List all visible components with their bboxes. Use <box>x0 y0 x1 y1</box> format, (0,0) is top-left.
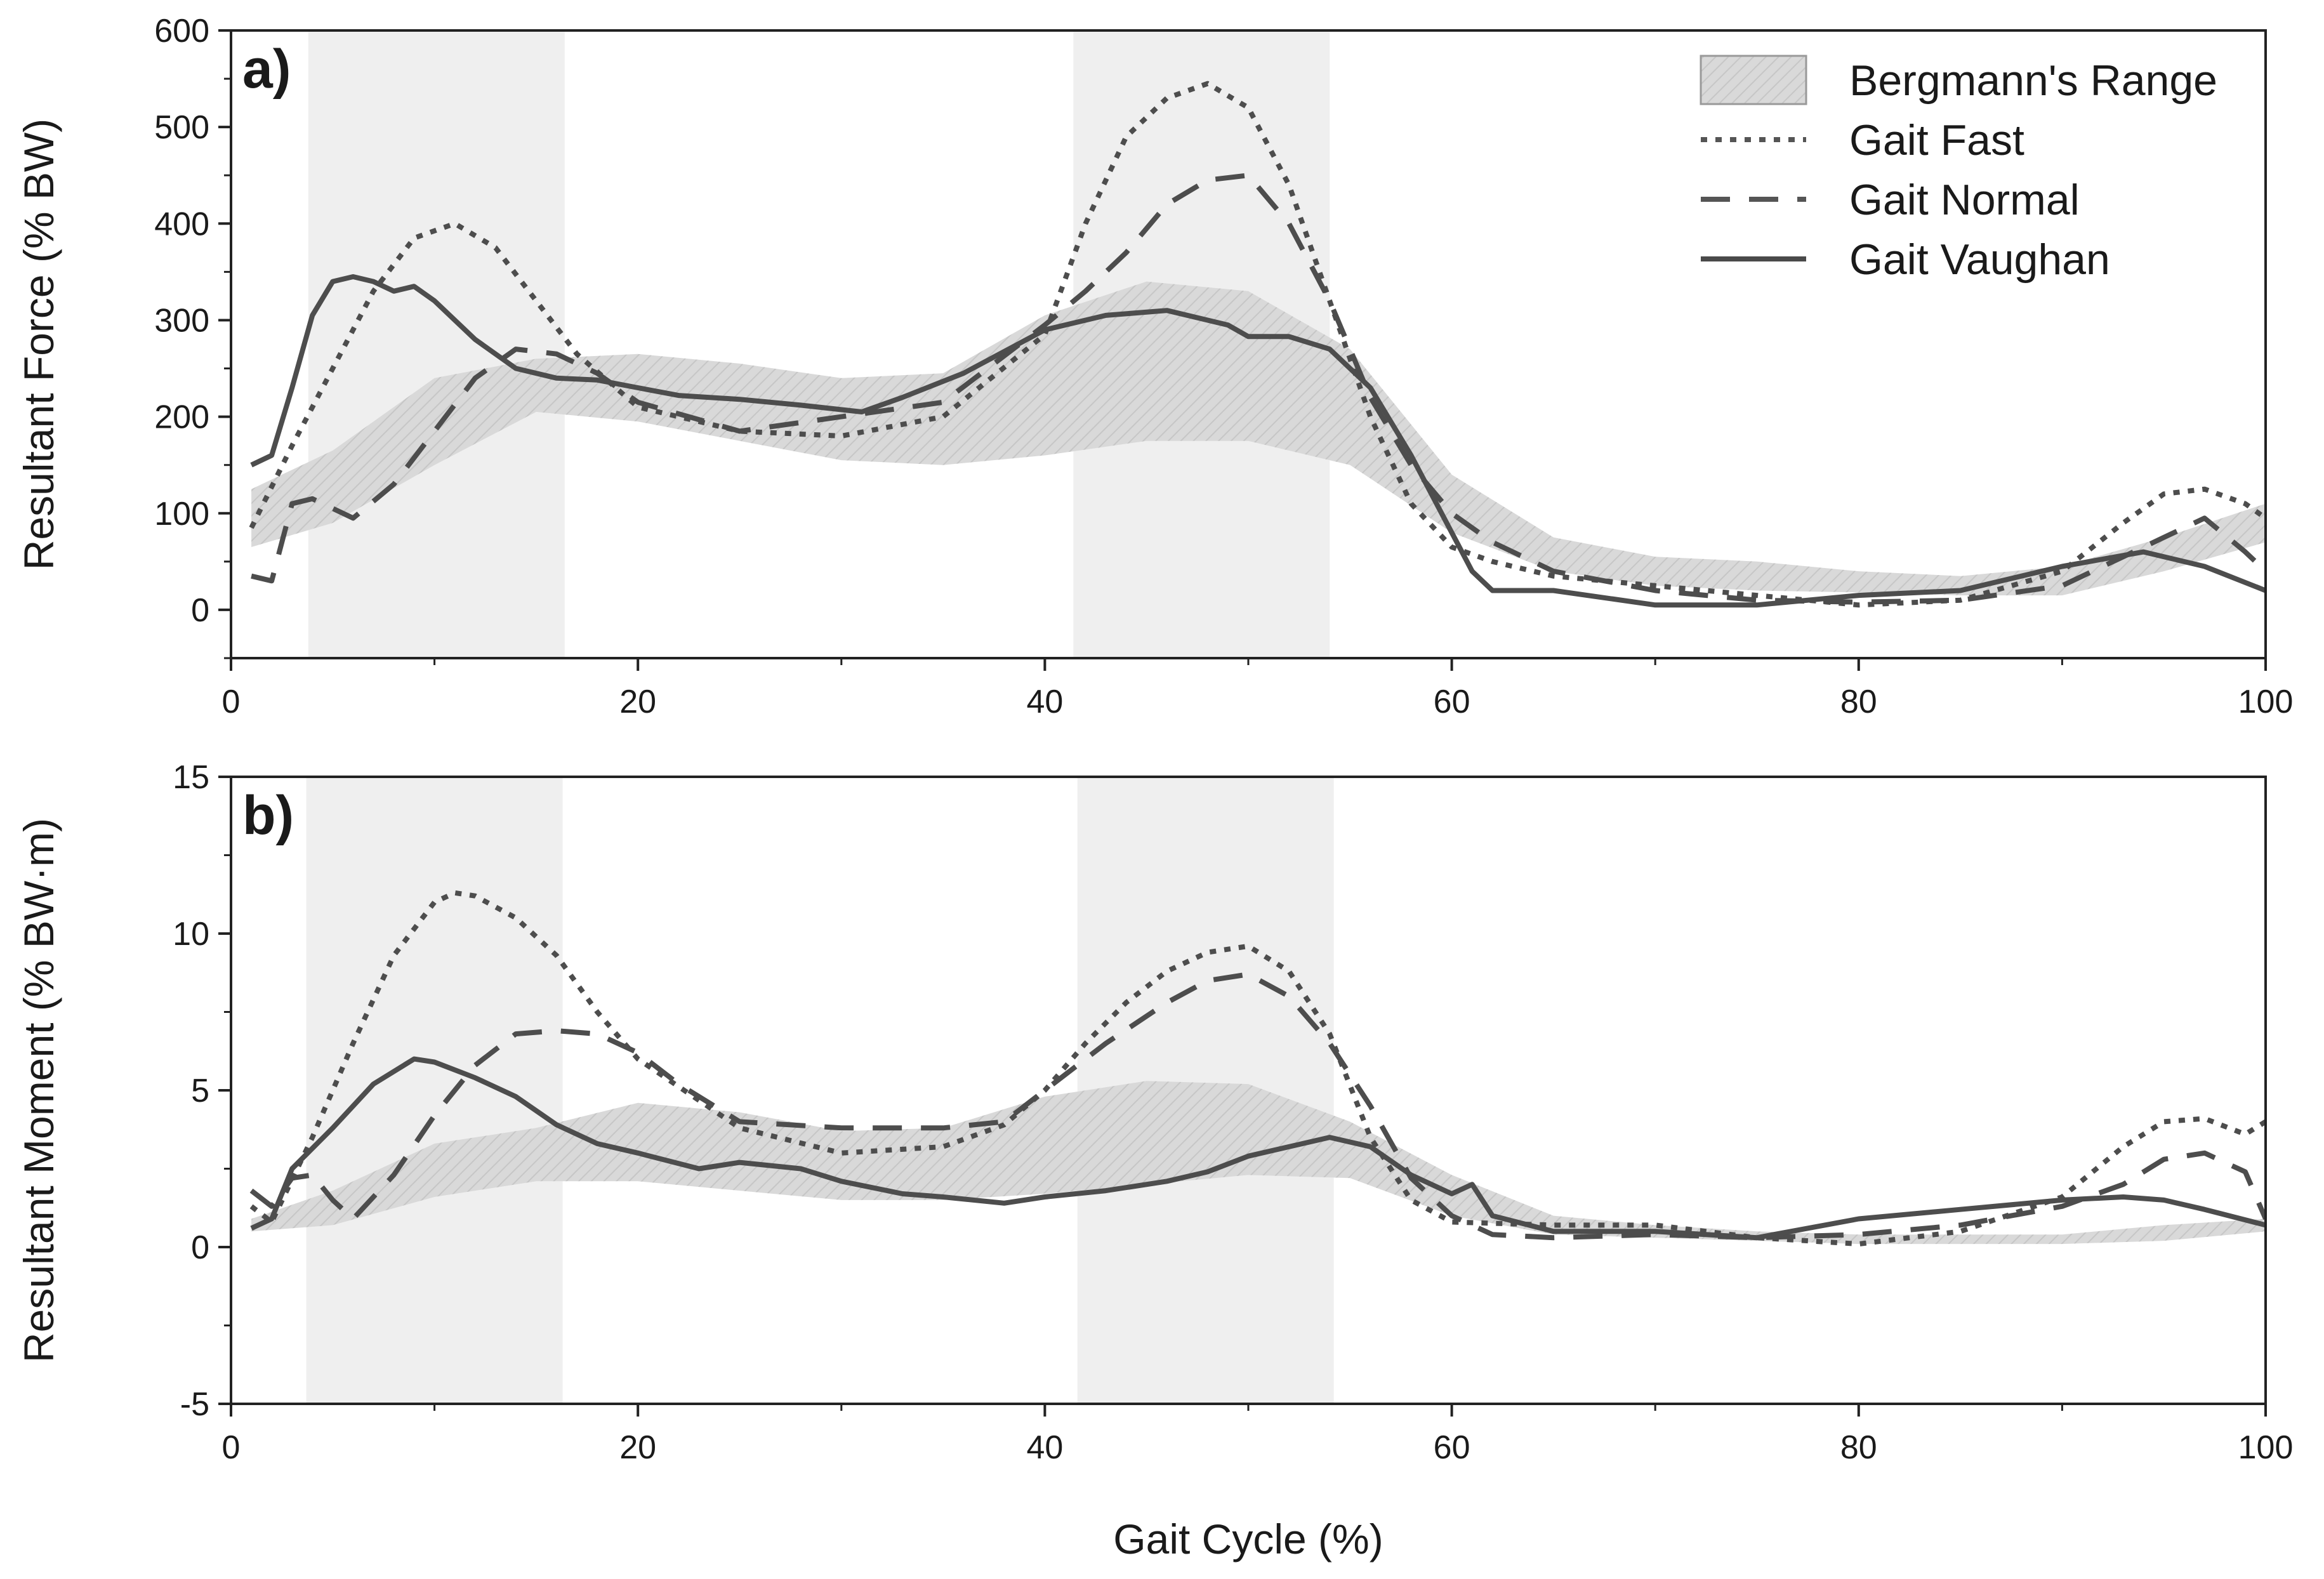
x-tick-label: 60 <box>1434 1429 1470 1466</box>
y-ticks: 0 100 200 300 400 500 600 <box>154 13 231 659</box>
legend: Bergmann's Range Gait Fast Gait Normal Gait… <box>1700 55 2217 284</box>
y-tick-label: 300 <box>154 302 209 339</box>
series-line-gait-normal <box>249 972 2266 1241</box>
y-tick-label: 0 <box>191 1229 209 1266</box>
panel-moment: 0 20 40 60 80 100 -5 0 5 10 15 b) Resultant Momen… <box>15 759 2293 1466</box>
legend-label-gait-vaughan: Gait Vaughan <box>1849 235 2110 284</box>
bergmann-range-area <box>251 281 2266 596</box>
y-tick-label: 10 <box>173 916 209 953</box>
legend-label-gait-fast: Gait Fast <box>1849 116 2024 164</box>
y-tick-label: 15 <box>173 759 209 796</box>
x-tick-label: 80 <box>1840 684 1877 720</box>
series-line-gait-vaughan <box>250 1056 2266 1241</box>
series-lines <box>249 890 2266 1247</box>
x-tick-label: 60 <box>1434 684 1470 720</box>
bergmann-range-band <box>251 281 2266 596</box>
y-tick-label: 0 <box>191 592 209 629</box>
panel-label-b: b) <box>242 785 294 846</box>
x-tick-label: 20 <box>619 684 656 720</box>
x-tick-label: 0 <box>222 1429 241 1466</box>
highlight-span-1 <box>308 30 565 658</box>
series-line-gait-normal <box>251 173 2266 605</box>
y-tick-label: -5 <box>180 1386 209 1423</box>
y-axis-title-moment: Resultant Moment (% BW·m) <box>15 818 62 1363</box>
highlight-span-1 <box>306 777 563 1404</box>
y-tick-label: 200 <box>154 399 209 436</box>
legend-swatch-band <box>1700 55 1807 105</box>
legend-label-gait-normal: Gait Normal <box>1849 176 2080 224</box>
x-axis-title: Gait Cycle (%) <box>1113 1516 1383 1562</box>
x-tick-label: 100 <box>2238 1429 2294 1466</box>
y-tick-label: 100 <box>154 496 209 532</box>
x-ticks: 0 20 40 60 80 100 <box>222 658 2294 720</box>
x-tick-label: 40 <box>1026 684 1063 720</box>
series-line-gait-fast <box>249 81 2266 608</box>
x-tick-label: 0 <box>222 684 241 720</box>
x-ticks: 0 20 40 60 80 100 <box>222 1404 2294 1466</box>
panel-force: 0 20 40 60 80 100 0 100 200 300 400 500 600 a) Resu… <box>15 13 2293 720</box>
series-lines <box>249 81 2266 608</box>
panel-label-a: a) <box>242 39 291 100</box>
y-tick-label: 500 <box>154 109 209 146</box>
y-tick-label: 5 <box>191 1073 209 1109</box>
x-tick-label: 100 <box>2238 684 2294 720</box>
legend-label-bergmann-s-range: Bergmann's Range <box>1849 56 2217 105</box>
series-line-gait-fast <box>249 890 2266 1247</box>
y-tick-label: 600 <box>154 13 209 50</box>
series-line-gait-vaughan <box>250 274 2266 608</box>
y-axis-title-force: Resultant Force (% BW) <box>15 119 62 571</box>
x-tick-label: 80 <box>1840 1429 1877 1466</box>
x-tick-label: 40 <box>1026 1429 1063 1466</box>
y-tick-label: 400 <box>154 206 209 242</box>
y-ticks: -5 0 5 10 15 <box>173 759 231 1423</box>
x-tick-label: 20 <box>619 1429 656 1466</box>
